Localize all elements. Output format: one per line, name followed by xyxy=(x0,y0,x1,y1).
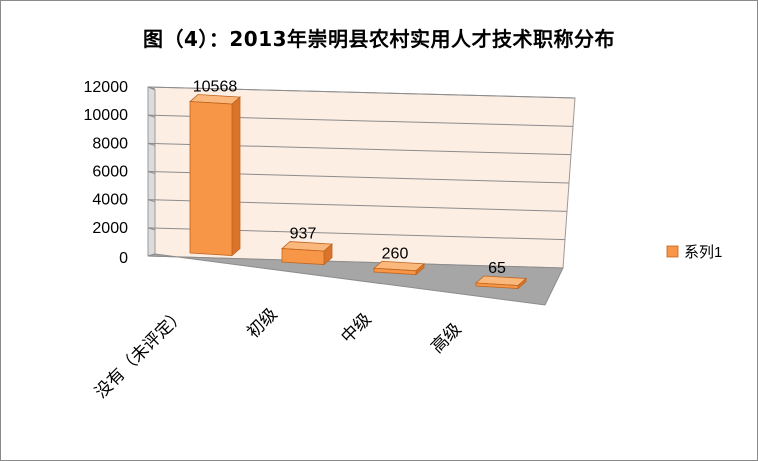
bar xyxy=(281,248,325,265)
bar-side xyxy=(231,96,241,257)
gridline-side xyxy=(147,142,156,146)
data-label: 937 xyxy=(290,226,317,243)
y-tick-label: 10000 xyxy=(84,107,129,124)
x-tick-label: 初级 xyxy=(243,304,281,342)
chart-title: 图（4）：2013年崇明县农村实用人才技术职称分布 xyxy=(142,27,616,51)
gridline-side xyxy=(147,86,156,90)
x-axis: 没有（未评定） 初级 中级 高级 xyxy=(91,304,465,402)
bar xyxy=(189,101,233,256)
x-tick-label: 没有（未评定） xyxy=(91,304,189,402)
bars: 10568 937 260 65 xyxy=(189,79,527,290)
y-tick-label: 0 xyxy=(119,250,128,267)
legend-swatch xyxy=(666,245,679,258)
y-tick-label: 4000 xyxy=(92,192,128,209)
legend-label: 系列1 xyxy=(684,244,722,261)
y-tick-label: 8000 xyxy=(92,135,128,152)
x-tick-label: 高级 xyxy=(427,319,465,357)
x-tick-label: 中级 xyxy=(337,309,375,347)
y-tick-label: 2000 xyxy=(92,220,128,237)
legend: 系列1 xyxy=(666,244,722,261)
data-label: 10568 xyxy=(193,79,238,96)
gridline-side xyxy=(147,199,156,203)
floor xyxy=(147,253,564,306)
bar xyxy=(475,282,519,289)
y-axis: 0 2000 4000 6000 8000 10000 12000 xyxy=(84,79,129,267)
y-tick-label: 12000 xyxy=(84,79,129,96)
data-label: 65 xyxy=(488,260,506,277)
data-label: 260 xyxy=(382,245,409,262)
bar xyxy=(373,267,417,275)
gridline-side xyxy=(147,171,156,174)
y-tick-label: 6000 xyxy=(92,164,128,181)
gridline-side xyxy=(147,227,156,231)
gridline xyxy=(147,86,576,99)
gridline-side xyxy=(147,114,156,118)
